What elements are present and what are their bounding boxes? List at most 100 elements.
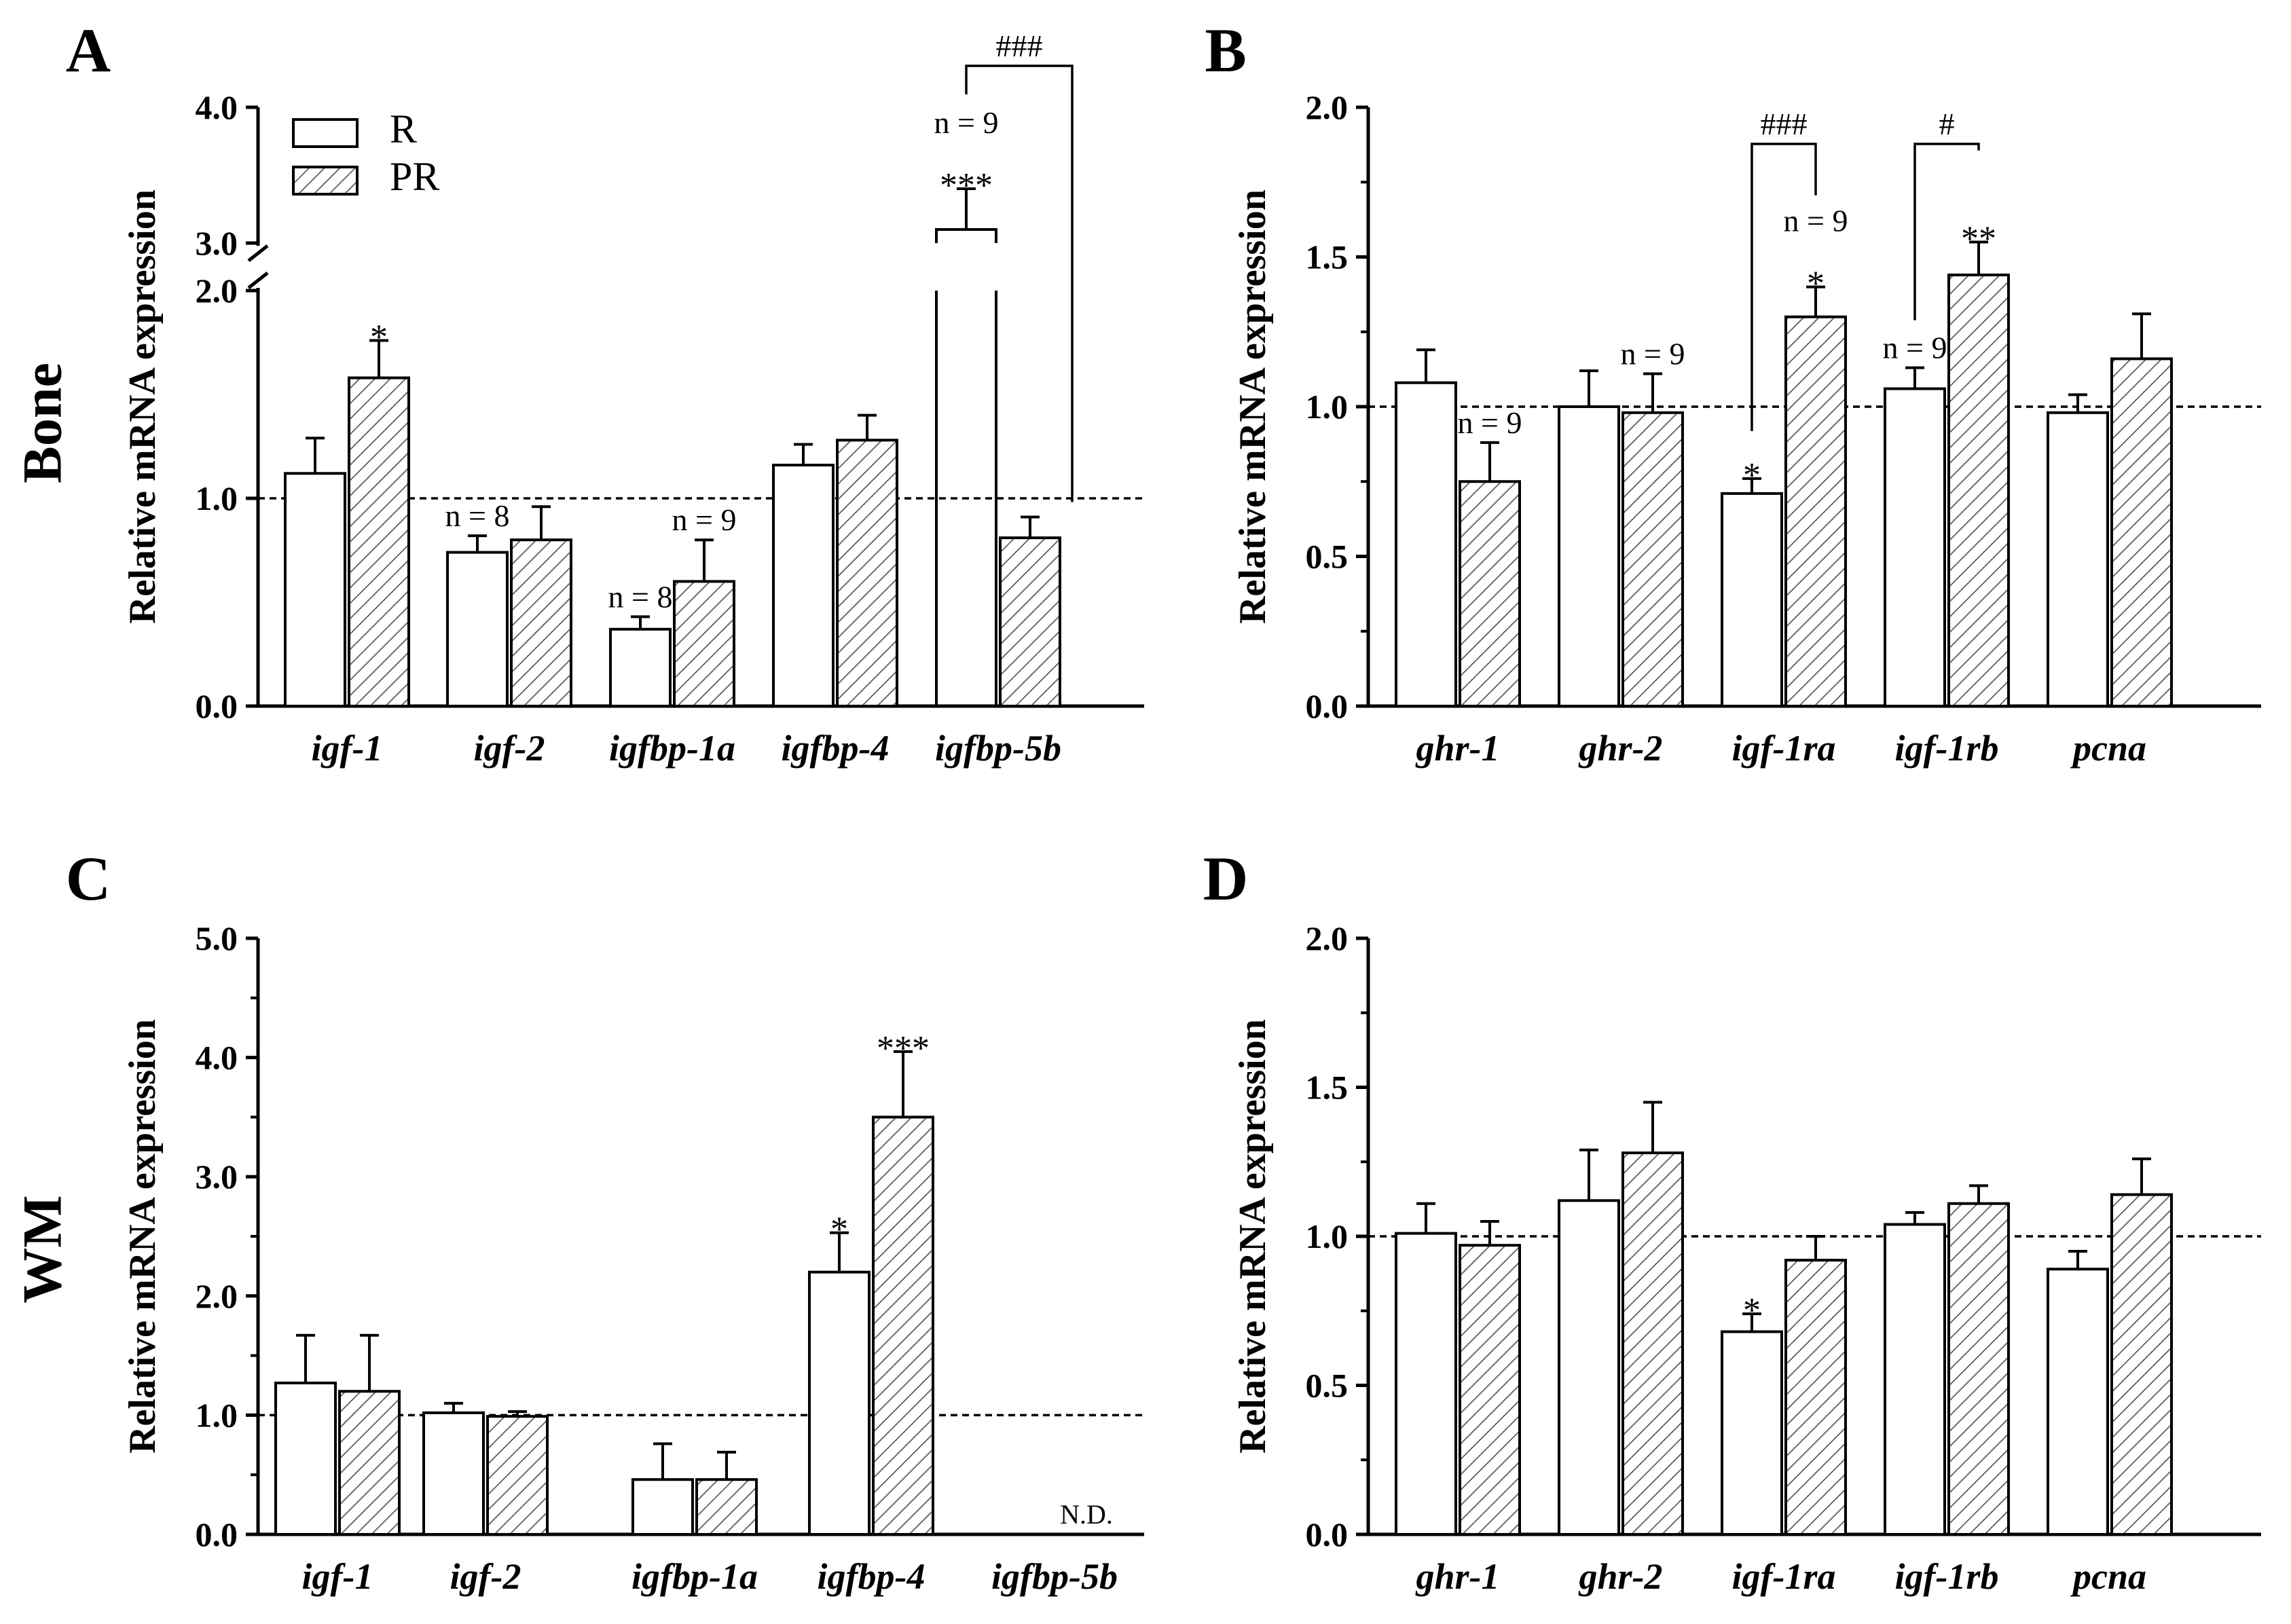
x-tick-label: igf-1ra xyxy=(1732,1556,1836,1597)
bar-pr-igf-1rb xyxy=(1947,273,2010,707)
bar-r-igfbp-5b-upper xyxy=(935,228,997,243)
bar-pr-igf-1 xyxy=(348,376,410,708)
annotation: N.D. xyxy=(1060,1499,1113,1530)
annotation: n = 9 xyxy=(934,105,999,140)
y-tick-label: 0.5 xyxy=(1306,1367,1349,1405)
annotation: *** xyxy=(940,166,993,205)
bar-r-ghr-1 xyxy=(1395,1232,1457,1536)
bar-r-igf-2 xyxy=(422,1411,485,1536)
bar-r-igf-1rb xyxy=(1884,1223,1946,1536)
bar-pr-ghr-1 xyxy=(1459,1244,1521,1536)
axis-break-mark xyxy=(247,272,269,289)
significance-bracket xyxy=(1913,143,1980,320)
bar-r-igf-2 xyxy=(446,551,509,707)
bar-r-ghr-1 xyxy=(1395,381,1457,707)
x-tick-label: ghr-1 xyxy=(1415,1556,1499,1597)
bar-pr-pcna xyxy=(2110,357,2173,707)
bar-pr-ghr-2 xyxy=(1621,1151,1684,1536)
bar-pr-igf-1ra xyxy=(1784,315,1847,707)
annotation: n = 9 xyxy=(1883,331,1947,365)
y-axis-label: Relative mRNA expression xyxy=(122,1019,164,1454)
annotation: * xyxy=(370,318,388,356)
bar-pr-ghr-2 xyxy=(1621,411,1684,707)
x-tick-label: igfbp-1a xyxy=(609,728,735,769)
bar-r-ghr-2 xyxy=(1558,405,1620,707)
bar-r-igfbp-1a xyxy=(631,1478,694,1536)
annotation: n = 9 xyxy=(1621,336,1685,371)
y-axis-label: Relative mRNA expression xyxy=(1232,1019,1274,1454)
bar-pr-igfbp-4 xyxy=(872,1115,934,1536)
bar-pr-igfbp-1a xyxy=(695,1478,758,1536)
legend-swatch-pr xyxy=(292,166,359,196)
y-tick-label: 3.0 xyxy=(196,224,238,262)
x-tick-label: igfbp-4 xyxy=(782,728,890,769)
x-tick-label: ghr-2 xyxy=(1578,728,1662,769)
panel-letter: C xyxy=(66,844,111,913)
panel-b: B Relative mRNA expression 0.0 0.5 1.0 1.5 2.0… xyxy=(1205,16,2261,769)
y-tick-label: 2.0 xyxy=(196,272,238,310)
y-axis-label: Relative mRNA expression xyxy=(1232,189,1274,624)
y-axis-label: Relative mRNA expression xyxy=(122,189,164,624)
panel-d: D Relative mRNA expression 0.0 0.5 1.0 1.5 2.0… xyxy=(1203,844,2261,1597)
bar-pr-pcna xyxy=(2110,1193,2173,1536)
x-tick-label: igf-2 xyxy=(474,728,545,769)
x-tick-label: igfbp-5b xyxy=(935,728,1061,769)
y-tick-label: 0.0 xyxy=(196,687,238,725)
bar-r-ghr-2 xyxy=(1558,1199,1620,1536)
row-label-bone: Bone xyxy=(12,363,73,483)
y-tick-label: 4.0 xyxy=(196,1039,238,1077)
annotation: n = 9 xyxy=(1458,405,1522,440)
x-tick-label: ghr-1 xyxy=(1415,728,1499,769)
bar-r-igf-1 xyxy=(284,472,346,708)
y-tick-label: 0.0 xyxy=(1306,1515,1349,1553)
bar-pr-igf-1rb xyxy=(1947,1202,2010,1536)
bar-pr-igf-2 xyxy=(510,538,572,708)
bar-pr-ghr-1 xyxy=(1459,480,1521,707)
x-tick-label: pcna xyxy=(2070,1556,2146,1597)
panel-letter: B xyxy=(1205,16,1246,85)
x-tick-label: igfbp-5b xyxy=(991,1556,1118,1597)
y-tick-label: 1.5 xyxy=(1306,238,1349,276)
bar-r-igfbp-5b xyxy=(935,291,997,706)
x-tick-label: igf-1 xyxy=(312,728,383,769)
y-tick-label: 1.5 xyxy=(1306,1069,1349,1107)
annotation: n = 8 xyxy=(608,579,673,614)
y-tick-label: 0.0 xyxy=(1306,687,1349,725)
y-tick-label: 1.0 xyxy=(1306,388,1349,426)
x-tick-label: pcna xyxy=(2070,728,2146,769)
bar-r-igfbp-4 xyxy=(808,1270,870,1536)
annotation: * xyxy=(1807,265,1825,303)
annotation: * xyxy=(1743,1291,1761,1330)
y-tick-label: 0.5 xyxy=(1306,538,1349,576)
bar-pr-igfbp-5b xyxy=(999,536,1061,708)
annotation: n = 9 xyxy=(672,502,737,537)
annotation: * xyxy=(1743,456,1761,495)
significance-bracket xyxy=(1751,143,1817,431)
bar-r-pcna xyxy=(2047,1268,2109,1536)
annotation: ** xyxy=(1961,219,1996,258)
legend-label-r: R xyxy=(390,107,417,151)
y-tick-label: 5.0 xyxy=(196,919,238,957)
y-tick-label: 4.0 xyxy=(196,88,238,126)
y-tick-label: 1.0 xyxy=(1306,1217,1349,1255)
y-tick-label: 2.0 xyxy=(1306,88,1349,126)
significance-label: # xyxy=(1939,107,1955,141)
x-tick-label: igf-1rb xyxy=(1895,728,1999,769)
legend-swatch-r xyxy=(292,118,359,148)
bar-r-igf-1ra xyxy=(1721,1330,1783,1536)
annotation: n = 8 xyxy=(445,498,510,533)
legend-label-pr: PR xyxy=(390,154,439,199)
panel-c: C Relative mRNA expression 0.0 1.0 2.0 3.0 4.0… xyxy=(66,844,1144,1597)
bar-pr-igf-1 xyxy=(338,1390,401,1536)
panel-letter: D xyxy=(1203,844,1248,913)
panel-letter: A xyxy=(66,16,111,85)
x-tick-label: igf-1rb xyxy=(1895,1556,1999,1597)
annotation: *** xyxy=(877,1029,930,1068)
x-tick-label: igf-1 xyxy=(302,1556,373,1597)
y-tick-label: 0.0 xyxy=(196,1515,238,1553)
y-tick-label: 1.0 xyxy=(196,479,238,517)
bar-r-igfbp-1a xyxy=(609,627,672,708)
bar-pr-igfbp-1a xyxy=(673,580,735,708)
bar-r-pcna xyxy=(2047,411,2109,707)
bar-pr-igf-1ra xyxy=(1784,1259,1847,1536)
